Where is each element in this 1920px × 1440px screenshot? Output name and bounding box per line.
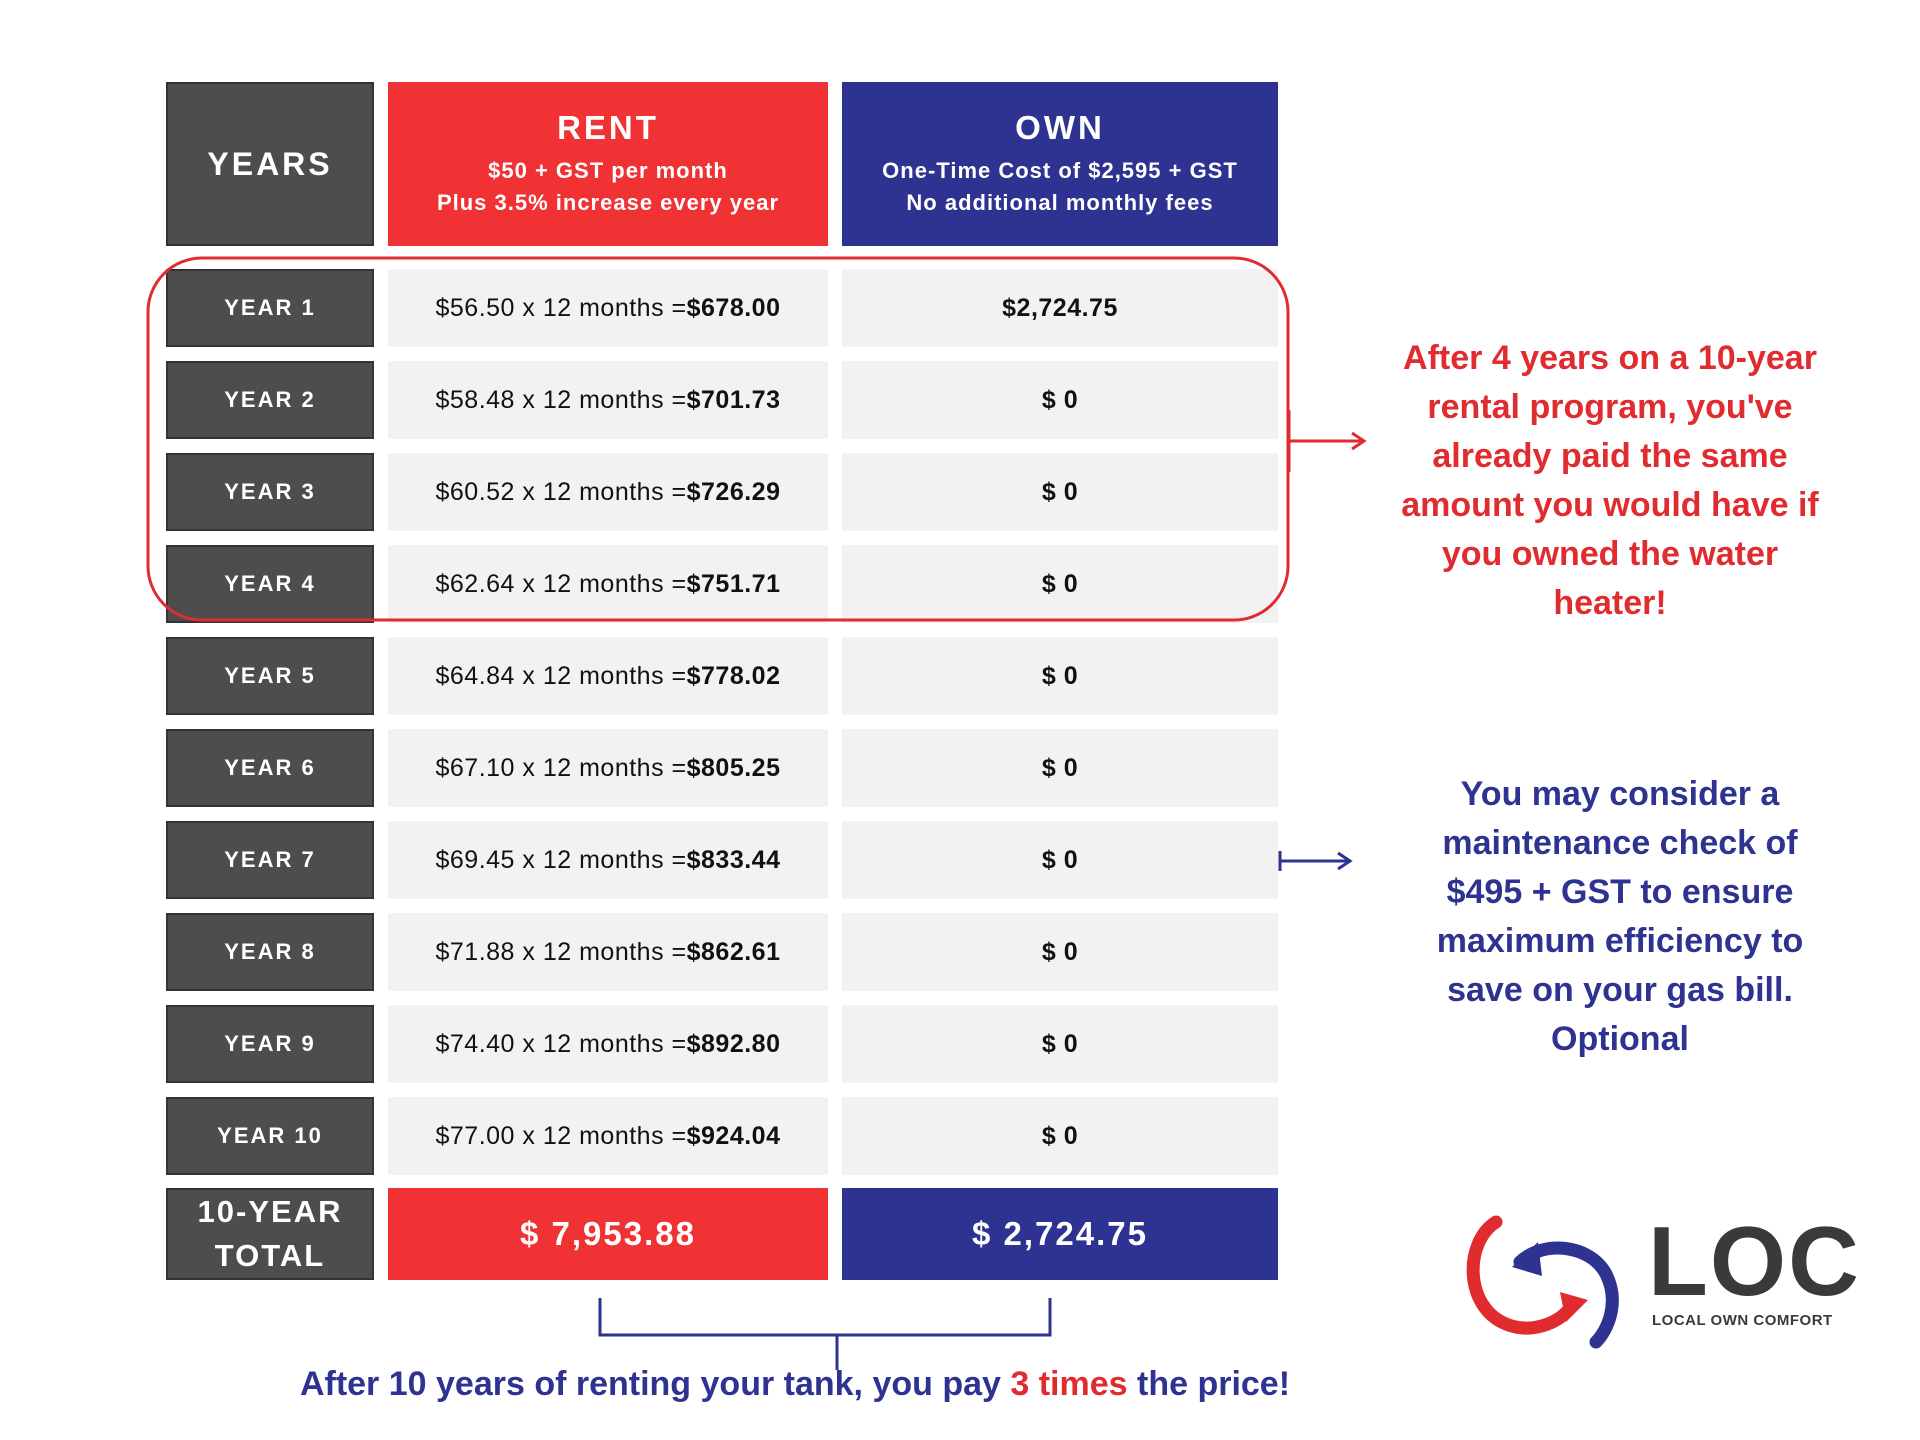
blue-callout-line: $495 + GST to ensure — [1446, 873, 1794, 911]
highlight-box — [146, 256, 1290, 622]
rent-calc: $56.50 x 12 months = — [435, 293, 687, 322]
rent-cell: $58.48 x 12 months = $701.73 — [388, 361, 828, 439]
bottom-note: After 10 years of renting your tank, you… — [160, 1365, 1430, 1404]
red-callout-line: you owned the water — [1441, 535, 1779, 573]
rent-total: $701.73 — [686, 385, 781, 414]
header-years: YEARS — [166, 82, 374, 246]
rent-cell: $62.64 x 12 months = $751.71 — [388, 545, 828, 623]
year-label: YEAR 4 — [166, 545, 374, 623]
rent-total: $678.00 — [686, 293, 781, 322]
own-cell: $ 0 — [842, 913, 1278, 991]
year-label: YEAR 5 — [166, 637, 374, 715]
bottom-note-after: the price! — [1127, 1365, 1291, 1403]
year-label: YEAR 6 — [166, 729, 374, 807]
rent-total: $833.44 — [686, 845, 781, 874]
total-label-line1: 10-YEAR — [197, 1194, 343, 1229]
header-rent-line1: $50 + GST per month — [488, 158, 728, 183]
header-own-line2: No additional monthly fees — [906, 190, 1214, 215]
bottom-bracket — [598, 1298, 1052, 1370]
total-rent: $ 7,953.88 — [388, 1188, 828, 1280]
rent-calc: $69.45 x 12 months = — [435, 845, 687, 874]
rent-calc: $71.88 x 12 months = — [435, 937, 687, 966]
red-arrow — [1287, 410, 1367, 472]
rent-cell: $60.52 x 12 months = $726.29 — [388, 453, 828, 531]
rent-total: $778.02 — [686, 661, 781, 690]
rent-cell: $56.50 x 12 months = $678.00 — [388, 269, 828, 347]
total-own: $ 2,724.75 — [842, 1188, 1278, 1280]
blue-callout-line: maximum efficiency to — [1436, 922, 1804, 960]
red-callout-line: rental program, you've — [1427, 388, 1793, 426]
rent-cell: $71.88 x 12 months = $862.61 — [388, 913, 828, 991]
rent-cell: $67.10 x 12 months = $805.25 — [388, 729, 828, 807]
own-cell: $ 0 — [842, 821, 1278, 899]
red-callout-line: already paid the same — [1432, 437, 1788, 475]
rent-calc: $74.40 x 12 months = — [435, 1029, 687, 1058]
rent-calc: $64.84 x 12 months = — [435, 661, 687, 690]
rent-total: $924.04 — [686, 1121, 781, 1150]
rent-calc: $58.48 x 12 months = — [435, 385, 687, 414]
bottom-note-before: After 10 years of renting your tank, you… — [299, 1365, 1011, 1403]
own-cell: $ 0 — [842, 637, 1278, 715]
rent-total: $751.71 — [686, 569, 781, 598]
rent-calc: $60.52 x 12 months = — [435, 477, 687, 506]
own-cell: $ 0 — [842, 1005, 1278, 1083]
year-label: YEAR 7 — [166, 821, 374, 899]
logo-name: LOC — [1648, 1206, 1861, 1316]
year-label: YEAR 9 — [166, 1005, 374, 1083]
year-label: YEAR 2 — [166, 361, 374, 439]
blue-arrow — [1278, 851, 1353, 871]
blue-callout-line: Optional — [1551, 1020, 1689, 1058]
rent-cell: $74.40 x 12 months = $892.80 — [388, 1005, 828, 1083]
header-rent-line2: Plus 3.5% increase every year — [436, 190, 780, 215]
header-own: OWN One-Time Cost of $2,595 + GST No add… — [842, 82, 1278, 246]
header-own-title: OWN — [1015, 109, 1105, 146]
total-label-line2: TOTAL — [214, 1238, 326, 1273]
year-label: YEAR 8 — [166, 913, 374, 991]
own-cell: $ 0 — [842, 545, 1278, 623]
loc-logo-icon — [1466, 1215, 1619, 1349]
own-cell: $ 0 — [842, 361, 1278, 439]
year-label: YEAR 1 — [166, 269, 374, 347]
rent-total: $892.80 — [686, 1029, 781, 1058]
red-callout-line: heater! — [1553, 584, 1667, 622]
header-rent-title: RENT — [557, 109, 659, 146]
year-label: YEAR 3 — [166, 453, 374, 531]
rent-cell: $77.00 x 12 months = $924.04 — [388, 1097, 828, 1175]
rent-total: $805.25 — [686, 753, 781, 782]
rent-cell: $69.45 x 12 months = $833.44 — [388, 821, 828, 899]
rent-calc: $62.64 x 12 months = — [435, 569, 687, 598]
own-cell: $2,724.75 — [842, 269, 1278, 347]
own-cell: $ 0 — [842, 1097, 1278, 1175]
year-label: YEAR 10 — [166, 1097, 374, 1175]
own-cell: $ 0 — [842, 729, 1278, 807]
blue-callout: You may consider a maintenance check of … — [1380, 770, 1860, 1064]
bottom-note-highlight: 3 times — [1010, 1365, 1128, 1403]
blue-callout-line: You may consider a — [1460, 775, 1780, 813]
rent-total: $726.29 — [686, 477, 781, 506]
header-own-line1: One-Time Cost of $2,595 + GST — [882, 158, 1238, 183]
rent-calc: $77.00 x 12 months = — [435, 1121, 687, 1150]
red-callout-line: After 4 years on a 10-year — [1403, 339, 1817, 377]
blue-callout-line: maintenance check of — [1442, 824, 1798, 862]
logo-tagline: LOCAL OWN COMFORT — [1652, 1312, 1833, 1329]
blue-callout-line: save on your gas bill. — [1447, 971, 1793, 1009]
rent-calc: $67.10 x 12 months = — [435, 753, 687, 782]
header-rent: RENT $50 + GST per month Plus 3.5% incre… — [388, 82, 828, 246]
rent-total: $862.61 — [686, 937, 781, 966]
own-cell: $ 0 — [842, 453, 1278, 531]
red-callout: After 4 years on a 10-year rental progra… — [1370, 334, 1850, 628]
red-callout-line: amount you would have if — [1401, 486, 1819, 524]
total-label: 10-YEAR TOTAL — [166, 1188, 374, 1280]
rent-cell: $64.84 x 12 months = $778.02 — [388, 637, 828, 715]
